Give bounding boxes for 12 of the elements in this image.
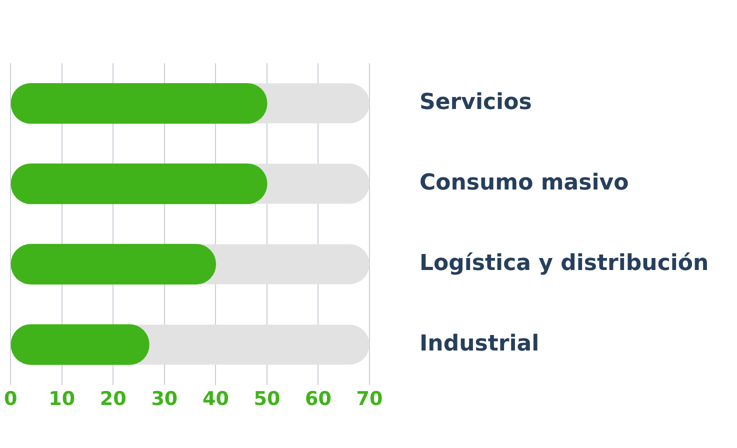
y-tick-label: Servicios [420, 90, 532, 116]
x-tick-label: 50 [254, 388, 280, 410]
x-tick-label: 60 [305, 388, 332, 410]
y-tick-label: Industrial [420, 331, 540, 356]
x-tick-label: 20 [100, 388, 126, 410]
y-tick-label: Consumo masivo [420, 170, 629, 196]
x-tick-label: 0 [4, 388, 18, 410]
x-tick-label: 30 [151, 388, 178, 410]
x-tick-label: 40 [202, 388, 229, 410]
y-tick-label: Logística y distribución [420, 250, 709, 276]
x-tick-label: 10 [48, 388, 76, 410]
x-tick-label: 70 [356, 388, 383, 410]
